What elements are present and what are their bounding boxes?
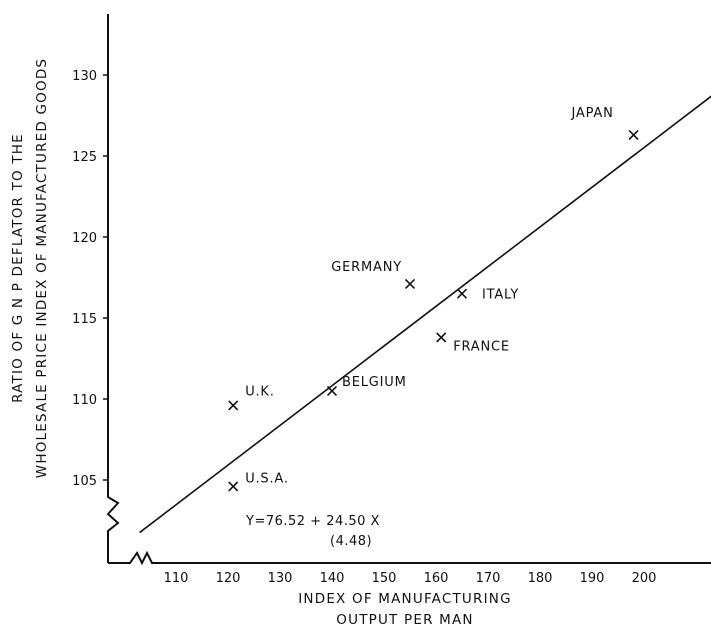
y-tick-label: 125 [72, 150, 97, 165]
x-tick-label: 120 [216, 571, 241, 586]
x-tick-label: 110 [164, 571, 189, 586]
y-tick-label: 130 [72, 69, 97, 84]
data-point-marker [456, 288, 468, 299]
data-point-marker [326, 385, 338, 396]
data-point-marker [404, 278, 416, 290]
x-tick-label: 190 [580, 571, 605, 586]
data-point-marker [628, 129, 639, 141]
y-tick-label: 105 [72, 474, 97, 489]
y-axis-title-line2: WHOLESALE PRICE INDEX OF MANUFACTURED GO… [34, 58, 50, 478]
x-tick-labels: 110 120 130 140 150 160 170 180 190 200 [164, 571, 657, 586]
data-point-label: GERMANY [331, 260, 402, 275]
y-axis-title-line1: RATIO OF G N P DEFLATOR TO THE [10, 133, 26, 403]
x-tick-label: 150 [372, 571, 397, 586]
regression-line [139, 95, 711, 534]
data-point-label: U.K. [245, 384, 275, 399]
regression-equation: Y=76.52 + 24.50 X [245, 514, 380, 529]
x-tick-label: 170 [476, 571, 501, 586]
x-axis [108, 550, 711, 566]
data-point-label: JAPAN [570, 106, 613, 121]
y-tick-label: 115 [72, 312, 97, 327]
regression-standard-error: (4.48) [330, 534, 372, 549]
y-tick-label: 120 [72, 231, 97, 246]
data-point-label: BELGIUM [342, 375, 407, 390]
y-axis [106, 14, 120, 563]
data-points: U.S.A. U.K. BELGIUM GERMANY ITALY FRANCE JAPAN [228, 106, 639, 492]
data-point-marker [228, 400, 239, 411]
x-tick-label: 160 [424, 571, 449, 586]
x-axis-title-line1: INDEX OF MANUFACTURING [298, 591, 512, 607]
y-tick-label: 110 [72, 393, 97, 408]
x-tick-label: 200 [632, 571, 657, 586]
x-tick-label: 180 [528, 571, 553, 586]
data-point-marker [436, 332, 447, 343]
y-tick-labels: 105 110 115 120 125 130 [72, 69, 108, 489]
x-tick-label: 130 [268, 571, 293, 586]
x-tick-label: 140 [320, 571, 345, 586]
x-axis-title-line2: OUTPUT PER MAN [336, 612, 473, 627]
data-point-marker [228, 481, 239, 492]
data-point-label: ITALY [482, 288, 519, 303]
data-point-label: FRANCE [453, 339, 510, 354]
data-point-label: U.S.A. [245, 471, 289, 486]
